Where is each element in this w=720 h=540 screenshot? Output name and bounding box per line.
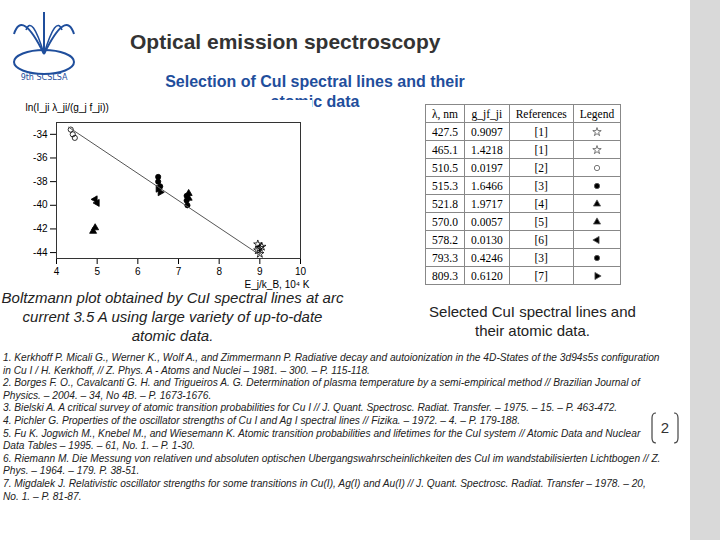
- svg-text:4: 4: [54, 266, 60, 277]
- html-text:[1]: [1]: [534, 125, 548, 138]
- html-text:Legend: Legend: [579, 107, 615, 120]
- svg-text:10: 10: [295, 266, 307, 277]
- html-text:0.0197: 0.0197: [471, 161, 503, 174]
- html-text:7. Migdalek J. Relativistic os: 7. Migdalek J. Relativistic oscillator s…: [3, 477, 646, 502]
- svg-text:-36: -36: [33, 152, 48, 163]
- html-text:3. Bielski A. A critical surve: 3. Bielski A. A critical survey of atomi…: [3, 402, 618, 414]
- svg-text:E_j/k_B, 10⁴ K: E_j/k_B, 10⁴ K: [245, 279, 310, 290]
- svg-text:ln(I_ji λ_ji/(g_j f_ji)): ln(I_ji λ_ji/(g_j f_ji)): [26, 102, 109, 113]
- html-text:4. Pichler G. Properties of th: 4. Pichler G. Properties of the oscillat…: [3, 415, 520, 426]
- html-text:0.0057: 0.0057: [471, 215, 503, 228]
- html-text:0.6120: 0.6120: [471, 269, 503, 282]
- html-text:[7]: [7]: [534, 269, 548, 282]
- svg-text:-44: -44: [33, 247, 48, 258]
- html-text:Optical emission spectroscopy: Optical emission spectroscopy: [130, 30, 441, 53]
- html-text:1.6466: 1.6466: [471, 179, 503, 192]
- html-text:521.8: 521.8: [432, 197, 458, 210]
- svg-text:-40: -40: [33, 199, 48, 210]
- html-text:0.0130: 0.0130: [471, 233, 503, 246]
- html-text:[3]: [3]: [534, 251, 548, 264]
- svg-text:-34: -34: [33, 129, 48, 140]
- html-text:[2]: [2]: [534, 161, 548, 174]
- html-text:λ, nm: λ, nm: [432, 107, 458, 120]
- html-text:g_jf_ji: g_jf_ji: [471, 107, 503, 120]
- html-text:1.4218: 1.4218: [471, 143, 503, 156]
- html-text:Boltzmann plot obtained by CuI: Boltzmann plot obtained by CuI spectral …: [1, 289, 344, 344]
- html-text:[5]: [5]: [534, 215, 548, 228]
- svg-text:8: 8: [216, 266, 222, 277]
- html-text:427.5: 427.5: [432, 125, 458, 138]
- html-text:[6]: [6]: [534, 233, 548, 246]
- html-text:[4]: [4]: [534, 197, 548, 210]
- html-text:References: References: [515, 107, 567, 120]
- svg-text:7: 7: [176, 266, 182, 277]
- svg-text:9th SCSLSA: 9th SCSLSA: [21, 73, 68, 82]
- html-text:465.1: 465.1: [432, 143, 458, 156]
- svg-text:5: 5: [94, 266, 100, 277]
- html-text:1. Kerkhoff P. Micali G., Wern: 1. Kerkhoff P. Micali G., Werner K., Wol…: [3, 352, 660, 376]
- html-text:2. Borges F. O., Cavalcanti G.: 2. Borges F. O., Cavalcanti G. H. and Tr…: [3, 377, 640, 401]
- html-text:0.4246: 0.4246: [471, 251, 503, 264]
- html-text:809.3: 809.3: [432, 269, 458, 282]
- html-text:[3]: [3]: [534, 179, 548, 192]
- html-text:793.3: 793.3: [432, 251, 458, 264]
- svg-text:-38: -38: [33, 176, 48, 187]
- html-text:[1]: [1]: [534, 143, 548, 156]
- svg-text:2: 2: [661, 419, 669, 436]
- html-text:5. Fu K. Jogwich M., Knebel M.: 5. Fu K. Jogwich M., Knebel M., and Wies…: [3, 427, 641, 452]
- html-text:570.0: 570.0: [432, 215, 458, 228]
- html-text:1.9717: 1.9717: [471, 197, 503, 210]
- html-text:6. Riemann M. Die Messung von: 6. Riemann M. Die Messung von relativen …: [3, 452, 661, 477]
- html-text:Selection of CuI spectral line: Selection of CuI spectral lines and thei…: [165, 73, 465, 110]
- html-text:0.9097: 0.9097: [471, 125, 503, 138]
- svg-text:6: 6: [135, 266, 141, 277]
- html-text:578.2: 578.2: [432, 233, 458, 246]
- html-text:515.3: 515.3: [432, 179, 458, 192]
- svg-text:9: 9: [257, 266, 263, 277]
- html-text:510.5: 510.5: [432, 161, 458, 174]
- svg-text:-42: -42: [33, 223, 48, 234]
- html-text:Selected CuI spectral lines an: Selected CuI spectral lines and their at…: [429, 303, 636, 339]
